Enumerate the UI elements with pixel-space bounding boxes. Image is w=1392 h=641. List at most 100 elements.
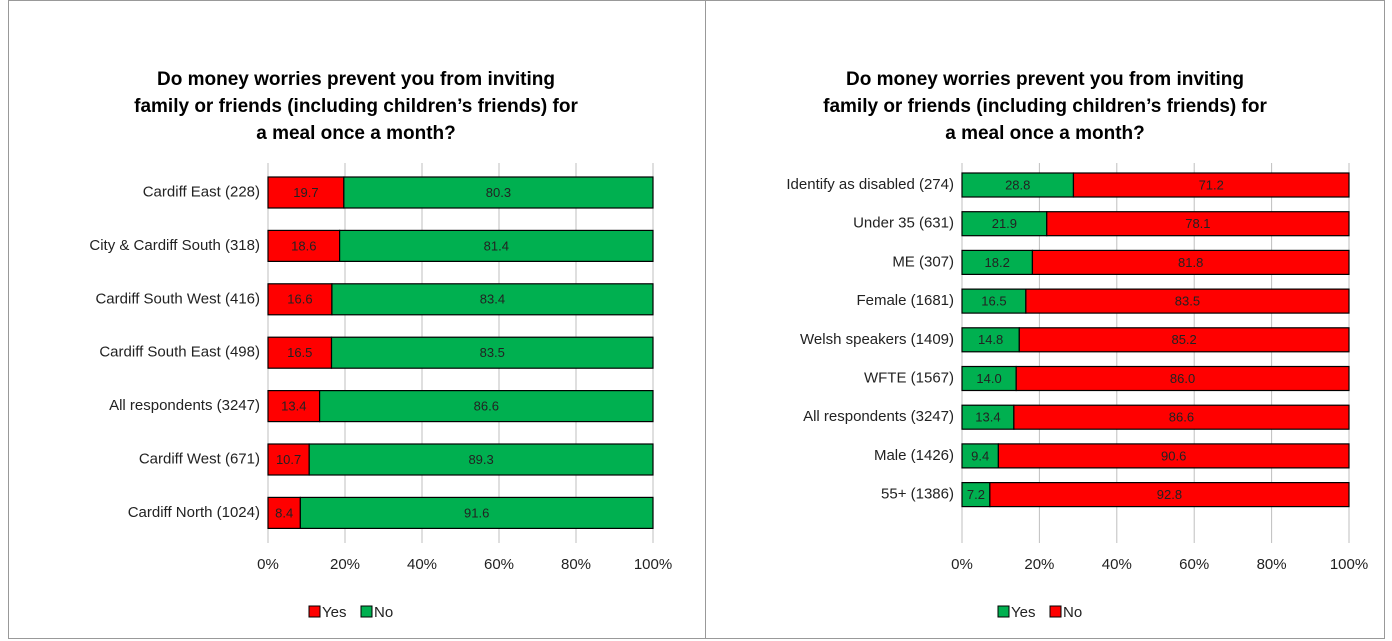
x-tick-label: 60% [1179, 556, 1209, 573]
bar [961, 404, 1015, 430]
x-tick-label: 60% [484, 556, 514, 573]
data-label: 80.3 [486, 185, 511, 200]
legend-label: Yes [322, 604, 346, 621]
legend-label: No [374, 604, 393, 621]
data-label: 86.6 [1169, 410, 1194, 425]
data-label: 10.7 [276, 452, 301, 467]
chart-title: family or friends (including children’s … [134, 96, 578, 117]
category-label: Cardiff East (228) [143, 183, 260, 200]
bar [267, 229, 341, 262]
bar [1046, 211, 1350, 237]
frame [8, 0, 1385, 639]
chart-title: Do money worries prevent you from inviti… [846, 69, 1244, 90]
bar [961, 172, 1075, 198]
x-tick-label: 40% [1102, 556, 1132, 573]
data-label: 19.7 [293, 185, 318, 200]
data-label: 14.0 [976, 371, 1001, 386]
bar [1072, 172, 1350, 198]
category-label: Cardiff West (671) [139, 450, 260, 467]
legend-swatch [308, 605, 321, 618]
x-tick-label: 40% [407, 556, 437, 573]
category-label: 55+ (1386) [881, 486, 954, 503]
x-tick-label: 80% [561, 556, 591, 573]
bar [1025, 288, 1350, 314]
bar [961, 249, 1034, 275]
data-label: 18.6 [291, 238, 316, 253]
data-label: 81.8 [1178, 255, 1203, 270]
data-label: 91.6 [464, 505, 489, 520]
data-label: 83.5 [480, 345, 505, 360]
x-tick-label: 20% [330, 556, 360, 573]
category-label: Male (1426) [874, 447, 954, 464]
category-label: Welsh speakers (1409) [800, 331, 954, 348]
data-label: 9.4 [971, 448, 989, 463]
legend-label: Yes [1011, 604, 1035, 621]
data-label: 7.2 [967, 487, 985, 502]
data-label: 16.5 [287, 345, 312, 360]
data-label: 83.5 [1175, 294, 1200, 309]
data-label: 92.8 [1157, 487, 1182, 502]
x-tick-label: 0% [951, 556, 973, 573]
legend-swatch [997, 605, 1010, 618]
bar [308, 443, 654, 476]
data-label: 16.6 [287, 292, 312, 307]
data-label: 21.9 [992, 216, 1017, 231]
data-label: 8.4 [275, 505, 293, 520]
bar [1015, 365, 1350, 392]
category-label: Under 35 (631) [853, 215, 954, 232]
chart-title: family or friends (including children’s … [823, 96, 1267, 117]
bar [318, 390, 654, 423]
bar [961, 211, 1048, 237]
data-label: 16.5 [981, 294, 1006, 309]
bar [989, 482, 1350, 508]
chart-title: a meal once a month? [256, 123, 456, 144]
category-label: Cardiff South West (416) [95, 290, 260, 307]
category-label: WFTE (1567) [864, 369, 954, 386]
data-label: 89.3 [468, 452, 493, 467]
x-tick-label: 20% [1024, 556, 1054, 573]
bar [343, 176, 654, 209]
data-label: 14.8 [978, 332, 1003, 347]
chart-title: Do money worries prevent you from inviti… [157, 69, 555, 90]
x-tick-label: 100% [1330, 556, 1368, 573]
category-label: Female (1681) [856, 292, 954, 309]
bar [961, 327, 1020, 353]
category-label: Identify as disabled (274) [786, 176, 954, 193]
data-label: 83.4 [480, 292, 505, 307]
data-label: 13.4 [975, 410, 1000, 425]
category-label: Cardiff South East (498) [99, 344, 260, 361]
data-label: 90.6 [1161, 448, 1186, 463]
bar [331, 283, 654, 316]
data-label: 18.2 [985, 255, 1010, 270]
data-label: 81.4 [484, 238, 509, 253]
bar [997, 443, 1350, 469]
legend-swatch [360, 605, 373, 618]
x-tick-label: 80% [1257, 556, 1287, 573]
legend-swatch [1049, 605, 1062, 618]
data-label: 86.6 [474, 399, 499, 414]
bar [330, 336, 654, 369]
x-tick-label: 0% [257, 556, 279, 573]
category-label: All respondents (3247) [803, 408, 954, 425]
chart-title: a meal once a month? [945, 123, 1145, 144]
bar [299, 496, 654, 529]
category-label: City & Cardiff South (318) [89, 237, 260, 254]
category-label: All respondents (3247) [109, 397, 260, 414]
bar [339, 229, 654, 262]
x-tick-label: 100% [634, 556, 672, 573]
data-label: 13.4 [281, 399, 306, 414]
bar [1013, 404, 1350, 430]
data-label: 71.2 [1199, 177, 1224, 192]
bar [267, 390, 321, 423]
bar [1031, 249, 1350, 275]
bar [267, 283, 333, 316]
bar [961, 365, 1017, 392]
legend-label: No [1063, 604, 1082, 621]
data-label: 28.8 [1005, 177, 1030, 192]
bar [267, 443, 310, 476]
data-label: 86.0 [1170, 371, 1195, 386]
category-label: Cardiff North (1024) [128, 504, 260, 521]
data-label: 85.2 [1171, 332, 1196, 347]
category-label: ME (307) [892, 253, 954, 270]
